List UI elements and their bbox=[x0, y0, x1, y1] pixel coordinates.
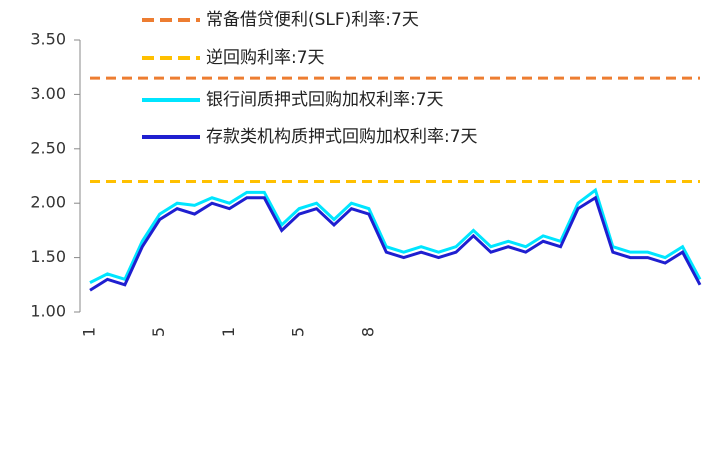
series-line bbox=[89, 187, 702, 284]
x-tick-label: 5 bbox=[149, 327, 168, 337]
x-tick-label: 8 bbox=[358, 327, 377, 337]
legend-label: 银行间质押式回购加权利率:7天 bbox=[206, 90, 444, 110]
y-tick-label: 3.00 bbox=[30, 84, 66, 103]
y-tick-label: 1.00 bbox=[30, 302, 66, 321]
x-tick-label: 1 bbox=[219, 327, 238, 337]
legend-label: 存款类机构质押式回购加权利率:7天 bbox=[206, 127, 478, 147]
x-tick-label: 1 bbox=[80, 327, 99, 337]
y-tick-label: 2.50 bbox=[30, 138, 66, 157]
y-tick-label: 3.50 bbox=[30, 30, 66, 49]
series-line bbox=[89, 195, 702, 292]
x-tick-label: 5 bbox=[289, 327, 308, 337]
y-tick-label: 2.00 bbox=[30, 193, 66, 212]
legend-label: 逆回购利率:7天 bbox=[206, 48, 325, 68]
y-tick-label: 1.50 bbox=[30, 247, 66, 266]
legend-label: 常备借贷便利(SLF)利率:7天 bbox=[206, 10, 419, 30]
